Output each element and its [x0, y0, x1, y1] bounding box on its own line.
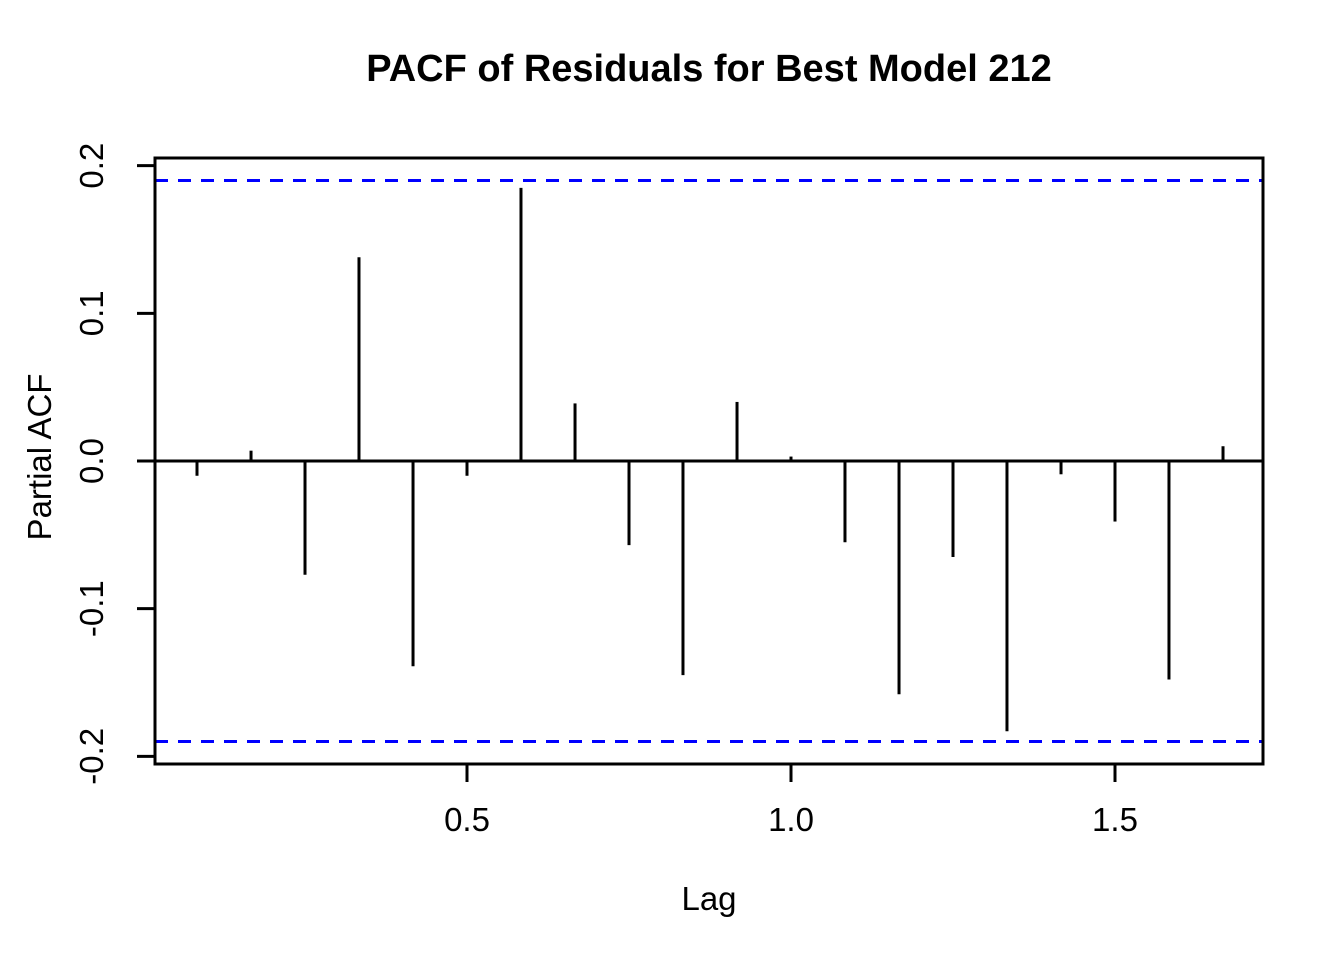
- x-axis-label: Lag: [681, 880, 737, 917]
- chart-title: PACF of Residuals for Best Model 212: [366, 48, 1052, 90]
- y-tick-label: -0.1: [73, 580, 110, 637]
- x-tick-label: 0.5: [444, 801, 490, 838]
- y-tick-label: 0.2: [73, 143, 110, 189]
- y-tick-label: -0.2: [73, 728, 110, 785]
- x-tick-label: 1.5: [1092, 801, 1138, 838]
- y-tick-label: 0.1: [73, 290, 110, 336]
- x-tick-label: 1.0: [768, 801, 814, 838]
- y-tick-label: 0.0: [73, 438, 110, 484]
